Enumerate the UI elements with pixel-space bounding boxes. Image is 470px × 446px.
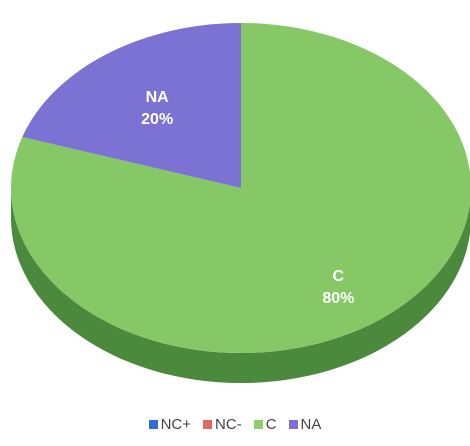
legend-swatch-nc-plus: [148, 420, 158, 429]
pie-slice-c: [11, 23, 470, 353]
legend-item-nc-minus: NC-: [203, 416, 242, 433]
legend-item-nc-plus: NC+: [148, 416, 192, 433]
chart-legend: NC+ NC- C NA: [0, 416, 470, 433]
data-label-c-percent: 80%: [322, 290, 354, 307]
legend-label-nc-plus: NC+: [160, 416, 192, 433]
data-label-na-percent: 20%: [141, 111, 173, 128]
pie-3d-sides: [11, 188, 470, 383]
pie-data-labels: NA 20% C 80%: [141, 89, 354, 307]
legend-label-na: NA: [300, 416, 322, 433]
data-label-c-category: C: [333, 268, 345, 285]
data-label-na-category: NA: [146, 89, 170, 106]
pie-slice-na: [22, 23, 241, 188]
legend-item-c: C: [253, 416, 277, 433]
pie-slices: [11, 23, 470, 353]
legend-label-c: C: [265, 416, 277, 433]
legend-swatch-na: [288, 420, 298, 429]
legend-item-na: NA: [288, 416, 322, 433]
legend-swatch-c: [253, 420, 263, 429]
pie-side-c: [11, 188, 470, 383]
legend-swatch-nc-minus: [203, 420, 213, 429]
legend-label-nc-minus: NC-: [215, 416, 242, 433]
